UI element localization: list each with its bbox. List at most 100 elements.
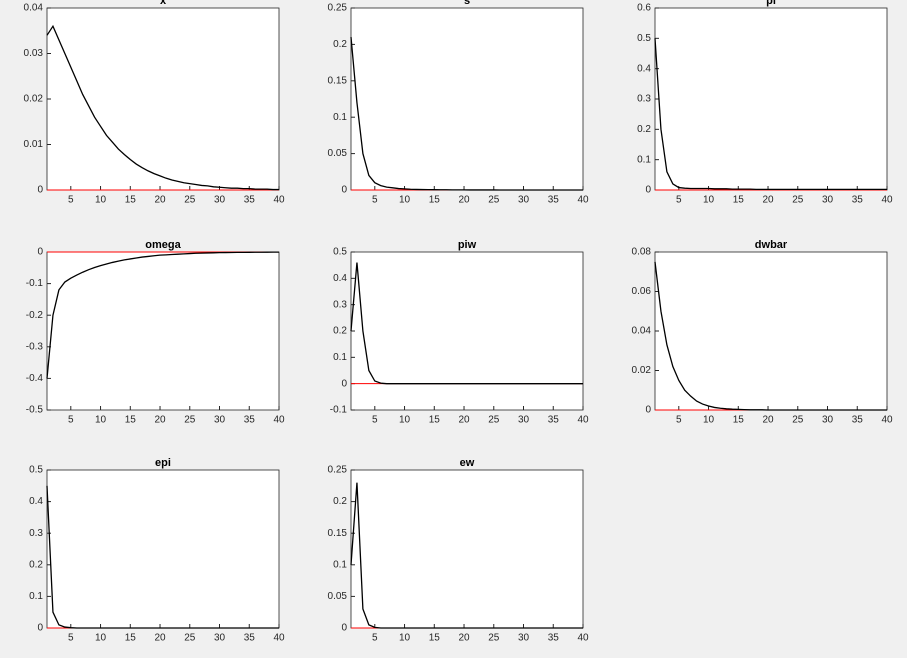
y-tick-label: 0.05 xyxy=(328,148,348,159)
x-tick-label: 15 xyxy=(733,195,745,206)
y-tick-label: 0 xyxy=(37,185,43,196)
x-tick-label: 25 xyxy=(792,415,804,426)
x-tick-label: 30 xyxy=(214,195,226,206)
y-tick-label: 0.1 xyxy=(29,591,43,602)
x-tick-label: 5 xyxy=(372,415,378,426)
y-tick-label: 0 xyxy=(645,185,651,196)
plot-area xyxy=(655,252,887,410)
x-tick-label: 40 xyxy=(577,415,589,426)
plot-area xyxy=(47,470,279,628)
x-tick-label: 20 xyxy=(458,415,470,426)
x-tick-label: 30 xyxy=(518,415,530,426)
y-tick-label: 0.2 xyxy=(637,124,651,135)
x-tick-label: 25 xyxy=(792,195,804,206)
y-tick-label: 0.4 xyxy=(333,273,347,284)
x-tick-label: 5 xyxy=(68,415,74,426)
x-tick-label: 15 xyxy=(125,415,137,426)
x-tick-label: 30 xyxy=(822,415,834,426)
x-tick-label: 5 xyxy=(372,633,378,644)
x-tick-label: 15 xyxy=(733,415,745,426)
x-tick-label: 20 xyxy=(762,195,774,206)
y-tick-label: 0.02 xyxy=(632,365,652,376)
y-tick-label: 0 xyxy=(37,247,43,258)
y-tick-label: 0.04 xyxy=(24,3,44,14)
x-tick-label: 30 xyxy=(518,633,530,644)
x-tick-label: 20 xyxy=(762,415,774,426)
y-tick-label: 0.3 xyxy=(333,299,347,310)
x-tick-label: 40 xyxy=(273,415,285,426)
y-tick-label: 0.03 xyxy=(24,48,44,59)
y-tick-label: 0.6 xyxy=(637,3,651,14)
y-tick-label: -0.4 xyxy=(26,373,44,384)
x-tick-label: 40 xyxy=(273,633,285,644)
y-tick-label: 0.05 xyxy=(328,591,348,602)
plot-area xyxy=(655,8,887,190)
y-tick-label: 0.2 xyxy=(29,559,43,570)
x-tick-label: 20 xyxy=(154,415,166,426)
x-tick-label: 15 xyxy=(429,415,441,426)
subplot-title: s xyxy=(464,0,470,7)
y-tick-label: 0.01 xyxy=(24,139,44,150)
x-tick-label: 35 xyxy=(548,195,560,206)
y-tick-label: 0.3 xyxy=(29,528,43,539)
y-tick-label: 0.25 xyxy=(328,465,348,476)
y-tick-label: 0.06 xyxy=(632,286,652,297)
subplot-title: omega xyxy=(145,239,181,251)
x-tick-label: 25 xyxy=(488,415,500,426)
x-tick-label: 30 xyxy=(214,415,226,426)
y-tick-label: 0.2 xyxy=(333,496,347,507)
y-tick-label: 0 xyxy=(341,185,347,196)
y-tick-label: 0.1 xyxy=(333,559,347,570)
x-tick-label: 35 xyxy=(852,195,864,206)
y-tick-label: 0.15 xyxy=(328,75,348,86)
subplot-title: piw xyxy=(458,239,477,251)
x-tick-label: 40 xyxy=(577,633,589,644)
x-tick-label: 35 xyxy=(852,415,864,426)
y-tick-label: -0.5 xyxy=(26,405,44,416)
y-tick-label: 0.5 xyxy=(637,33,651,44)
y-tick-label: 0.1 xyxy=(637,154,651,165)
x-tick-label: 40 xyxy=(577,195,589,206)
y-tick-label: 0.2 xyxy=(333,39,347,50)
x-tick-label: 35 xyxy=(244,415,256,426)
y-tick-label: 0.02 xyxy=(24,94,44,105)
x-tick-label: 5 xyxy=(372,195,378,206)
x-tick-label: 40 xyxy=(881,415,893,426)
x-tick-label: 35 xyxy=(244,633,256,644)
x-tick-label: 25 xyxy=(184,415,196,426)
plot-area xyxy=(47,8,279,190)
x-tick-label: 35 xyxy=(244,195,256,206)
plot-area xyxy=(47,252,279,410)
plot-area xyxy=(351,8,583,190)
subplot-title: x xyxy=(160,0,167,7)
x-tick-label: 5 xyxy=(68,195,74,206)
y-tick-label: -0.1 xyxy=(26,278,44,289)
y-tick-label: 0.04 xyxy=(632,326,652,337)
y-tick-label: 0.1 xyxy=(333,352,347,363)
x-tick-label: 25 xyxy=(184,195,196,206)
x-tick-label: 20 xyxy=(154,633,166,644)
x-tick-label: 25 xyxy=(488,633,500,644)
subplot-title: pi xyxy=(766,0,776,7)
x-tick-label: 10 xyxy=(95,415,107,426)
y-tick-label: 0.15 xyxy=(328,528,348,539)
x-tick-label: 15 xyxy=(429,195,441,206)
y-tick-label: 0.4 xyxy=(637,63,651,74)
subplot-title: dwbar xyxy=(755,239,788,251)
x-tick-label: 10 xyxy=(399,415,411,426)
y-tick-label: 0.25 xyxy=(328,3,348,14)
x-tick-label: 10 xyxy=(399,633,411,644)
x-tick-label: 20 xyxy=(154,195,166,206)
y-tick-label: 0.5 xyxy=(333,247,347,258)
x-tick-label: 20 xyxy=(458,633,470,644)
x-tick-label: 10 xyxy=(95,195,107,206)
x-tick-label: 40 xyxy=(881,195,893,206)
x-tick-label: 15 xyxy=(125,633,137,644)
y-tick-label: 0 xyxy=(341,623,347,634)
x-tick-label: 30 xyxy=(518,195,530,206)
plot-area xyxy=(351,252,583,410)
x-tick-label: 10 xyxy=(95,633,107,644)
x-tick-label: 10 xyxy=(399,195,411,206)
x-tick-label: 35 xyxy=(548,415,560,426)
plot-area xyxy=(351,470,583,628)
